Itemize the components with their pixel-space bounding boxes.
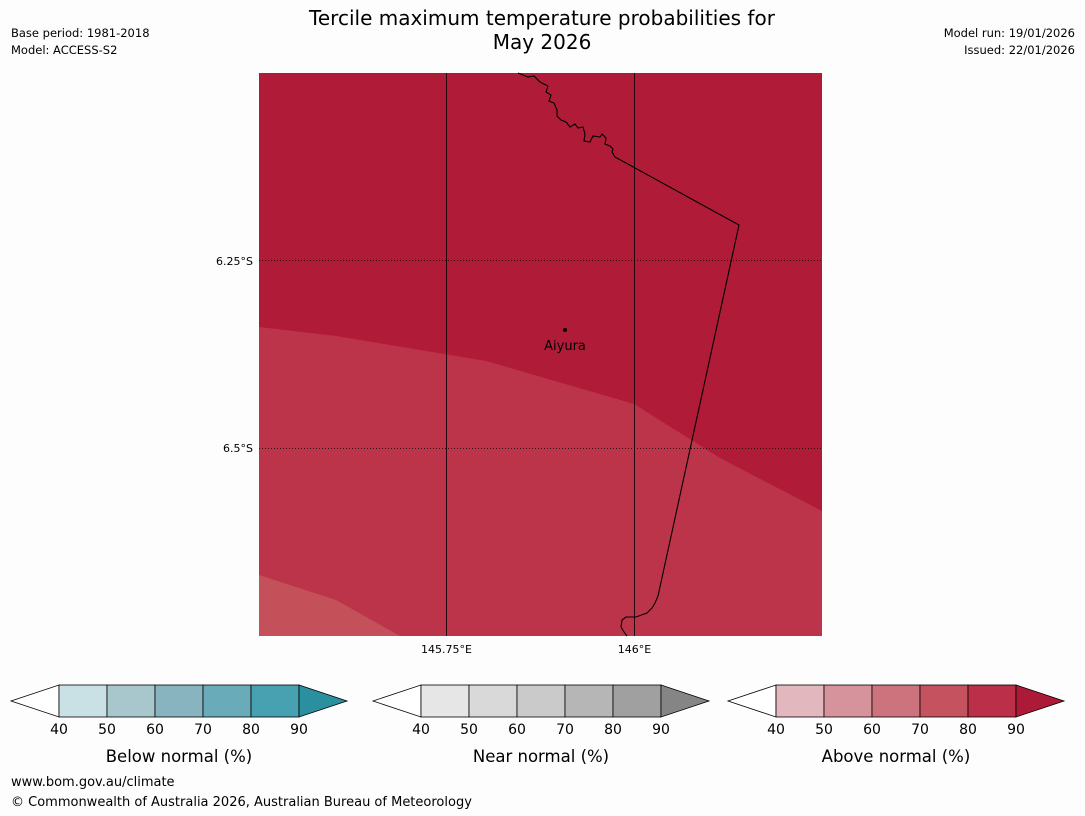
legend-3-tick-80: 80: [959, 722, 977, 738]
legend-1-low-extension: [9, 684, 60, 718]
legend-1-segment-1: [58, 684, 108, 718]
legend-2-segment-1: [420, 684, 470, 718]
legend-3-tick-60: 60: [863, 722, 881, 738]
model-run-text: Model run: 19/01/2026: [943, 26, 1075, 40]
legend-1-tick-50: 50: [98, 722, 116, 738]
legend-3-tick-40: 40: [767, 722, 785, 738]
footer-url[interactable]: www.bom.gov.au/climate: [11, 775, 175, 790]
meta-right: Model run: 19/01/2026 Issued: 22/01/2026: [944, 25, 1075, 59]
legend-2-tick-90: 90: [652, 722, 670, 738]
base-period-text: Base period: 1981-2018: [11, 26, 150, 40]
legend-2-high-extension: [660, 684, 711, 718]
legend-1-high-extension: [298, 684, 349, 718]
legend-3-tick-50: 50: [815, 722, 833, 738]
legend-1-segment-5: [250, 684, 300, 718]
legend-1-tick-90: 90: [290, 722, 308, 738]
legend-1-segment-2: [106, 684, 156, 718]
zone-70-80: [259, 327, 822, 636]
legend-3-low-extension: [726, 684, 777, 718]
legend-2: 40 50 60 70 80 90 Near normal (%): [371, 684, 711, 766]
title-line-2: May 2026: [492, 30, 592, 54]
legend-2-low-extension: [371, 684, 422, 718]
footer-copyright: © Commonwealth of Australia 2026, Austra…: [11, 795, 472, 810]
lat-label-6.5S: 6.5°S: [223, 442, 253, 455]
legend-3-segment-2: [823, 684, 873, 718]
legend-2-tick-60: 60: [508, 722, 526, 738]
legend-3-segment-1: [775, 684, 825, 718]
lat-label-6.25S: 6.25°S: [216, 255, 253, 268]
legend-2-segment-3: [516, 684, 566, 718]
legend-3-high-extension: [1015, 684, 1066, 718]
legend-1-tick-40: 40: [50, 722, 68, 738]
legend-2-label: Near normal (%): [473, 747, 609, 766]
legend-1-tick-70: 70: [194, 722, 212, 738]
chart-title: Tercile maximum temperature probabilitie…: [242, 6, 842, 54]
title-line-1: Tercile maximum temperature probabilitie…: [309, 6, 775, 30]
lon-label-146E: 146°E: [618, 643, 651, 656]
lon-label-145.75E: 145.75°E: [421, 643, 472, 656]
legend-2-tick-40: 40: [412, 722, 430, 738]
map-panel[interactable]: Aiyura: [259, 72, 822, 637]
aiyura-marker: [563, 328, 567, 332]
legend-2-tick-70: 70: [556, 722, 574, 738]
legend-2-tick-80: 80: [604, 722, 622, 738]
legend-3-tick-70: 70: [911, 722, 929, 738]
legend-1-label: Below normal (%): [106, 747, 253, 766]
meta-left: Base period: 1981-2018 Model: ACCESS-S2: [11, 25, 150, 59]
legend-1-tick-60: 60: [146, 722, 164, 738]
issued-text: Issued: 22/01/2026: [964, 43, 1075, 57]
legend-3-segment-4: [919, 684, 969, 718]
legend-2-segment-5: [612, 684, 662, 718]
legend-1-segment-3: [154, 684, 204, 718]
legend-1: 40 50 60 70 80 90 Below normal (%): [9, 684, 349, 766]
legend-3-segment-5: [967, 684, 1017, 718]
aiyura-label: Aiyura: [544, 339, 586, 354]
legend-3-segment-3: [871, 684, 921, 718]
legend-3: 40 50 60 70 80 90 Above normal (%): [726, 684, 1066, 766]
legend-3-tick-90: 90: [1007, 722, 1025, 738]
legend-1-segment-4: [202, 684, 252, 718]
legend-3-label: Above normal (%): [822, 747, 971, 766]
legend-2-segment-2: [468, 684, 518, 718]
border-line: [517, 72, 740, 637]
legend-1-tick-80: 80: [242, 722, 260, 738]
zone-60-70: [259, 575, 400, 636]
legends: 40 50 60 70 80 90 Below normal (%) 40 50 60 70 80 90…: [9, 684, 1066, 766]
model-text: Model: ACCESS-S2: [11, 43, 118, 57]
legend-2-tick-50: 50: [460, 722, 478, 738]
axis-labels: 6.25°S 6.5°S 145.75°E 146°E: [216, 255, 651, 656]
legend-2-segment-4: [564, 684, 614, 718]
